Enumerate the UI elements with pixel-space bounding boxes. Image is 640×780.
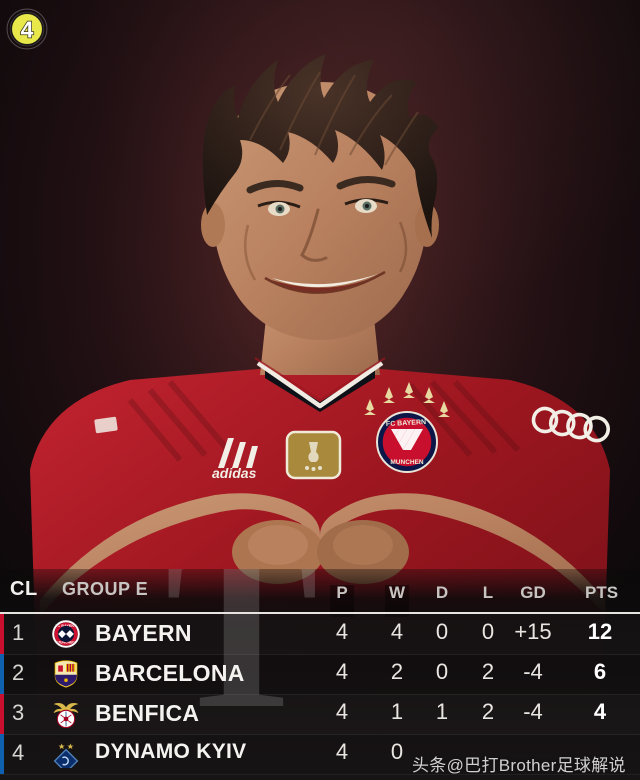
svg-text:adidas: adidas [212,465,257,481]
svg-text:MUNCHEN: MUNCHEN [390,459,424,466]
svg-text:4: 4 [21,16,34,42]
